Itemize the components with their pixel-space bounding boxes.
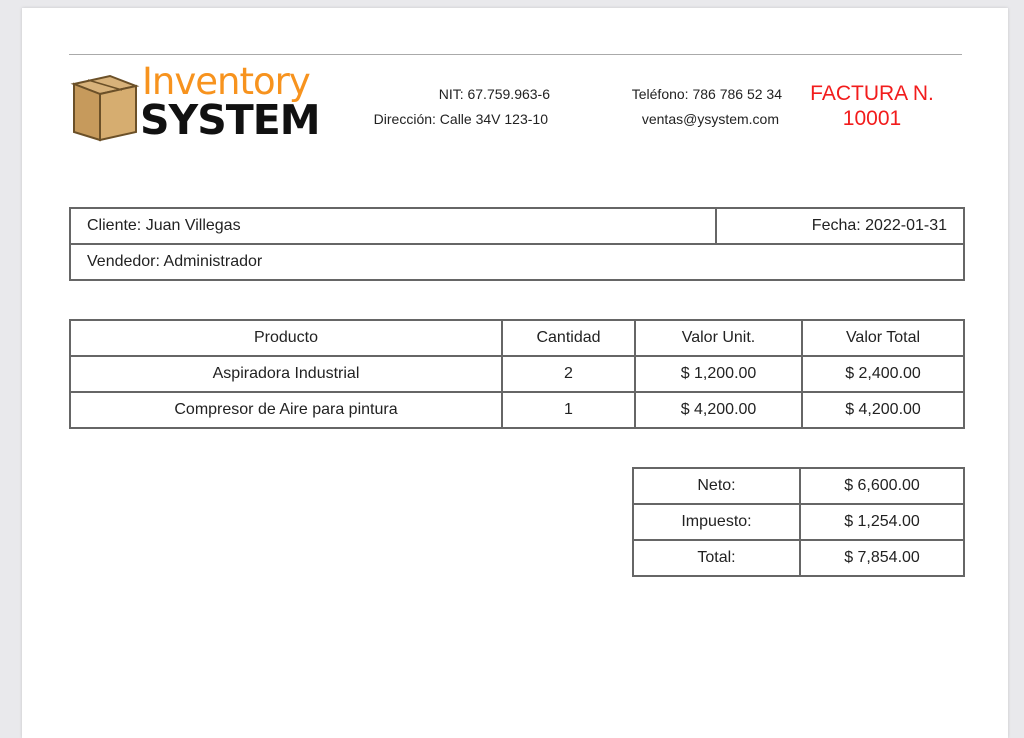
nit: NIT: 67.759.963-6 (438, 86, 550, 102)
cell: Compresor de Aire para pintura (69, 391, 503, 429)
client-table: Cliente: Juan Villegas Fecha: 2022-01-31 … (69, 207, 965, 281)
table-row: Aspiradora Industrial 2 $ 1,200.00 $ 2,400.… (69, 355, 965, 393)
label: Neto: (632, 467, 801, 505)
divider (69, 54, 962, 55)
value: $ 6,600.00 (799, 467, 965, 505)
table-row: Compresor de Aire para pintura 1 $ 4,200.0… (69, 391, 965, 429)
cell: 1 (501, 391, 636, 429)
value: $ 7,854.00 (799, 539, 965, 577)
header-producto: Producto (69, 319, 503, 357)
brand-bottom: SYSTEM (140, 96, 321, 144)
label: Impuesto: (632, 503, 801, 541)
cell: 2 (501, 355, 636, 393)
cell: $ 1,200.00 (634, 355, 803, 393)
invoice-number: 10001 (842, 107, 902, 130)
header-valor-total: Valor Total (801, 319, 965, 357)
totals-row: Neto: $ 6,600.00 (632, 467, 965, 505)
telefono: Teléfono: 786 786 52 34 (631, 86, 782, 102)
seller: Vendedor: Administrador (69, 243, 965, 281)
totals-row: Impuesto: $ 1,254.00 (632, 503, 965, 541)
cell: $ 2,400.00 (801, 355, 965, 393)
invoice-page: Inventory SYSTEM NIT: 67.759.963-6 Direc… (22, 8, 1008, 738)
invoice-label: FACTURA N. (810, 82, 934, 105)
cell: $ 4,200.00 (634, 391, 803, 429)
direccion: Dirección: Calle 34V 123-10 (373, 111, 548, 127)
header-valor-unit: Valor Unit. (634, 319, 803, 357)
header-cantidad: Cantidad (501, 319, 636, 357)
totals-row: Total: $ 7,854.00 (632, 539, 965, 577)
label: Total: (632, 539, 801, 577)
table-header: Producto Cantidad Valor Unit. Valor Total (69, 319, 965, 357)
box-logo-icon (70, 74, 140, 142)
date: Fecha: 2022-01-31 (715, 207, 965, 245)
value: $ 1,254.00 (799, 503, 965, 541)
email: ventas@ysystem.com (641, 111, 779, 127)
products-table: Producto Cantidad Valor Unit. Valor Total A… (69, 319, 965, 429)
cell: Aspiradora Industrial (69, 355, 503, 393)
client-name: Cliente: Juan Villegas (69, 207, 717, 245)
totals-table: Neto: $ 6,600.00 Impuesto: $ 1,254.00 Tota… (632, 467, 965, 577)
cell: $ 4,200.00 (801, 391, 965, 429)
brand-top: Inventory (142, 60, 311, 103)
